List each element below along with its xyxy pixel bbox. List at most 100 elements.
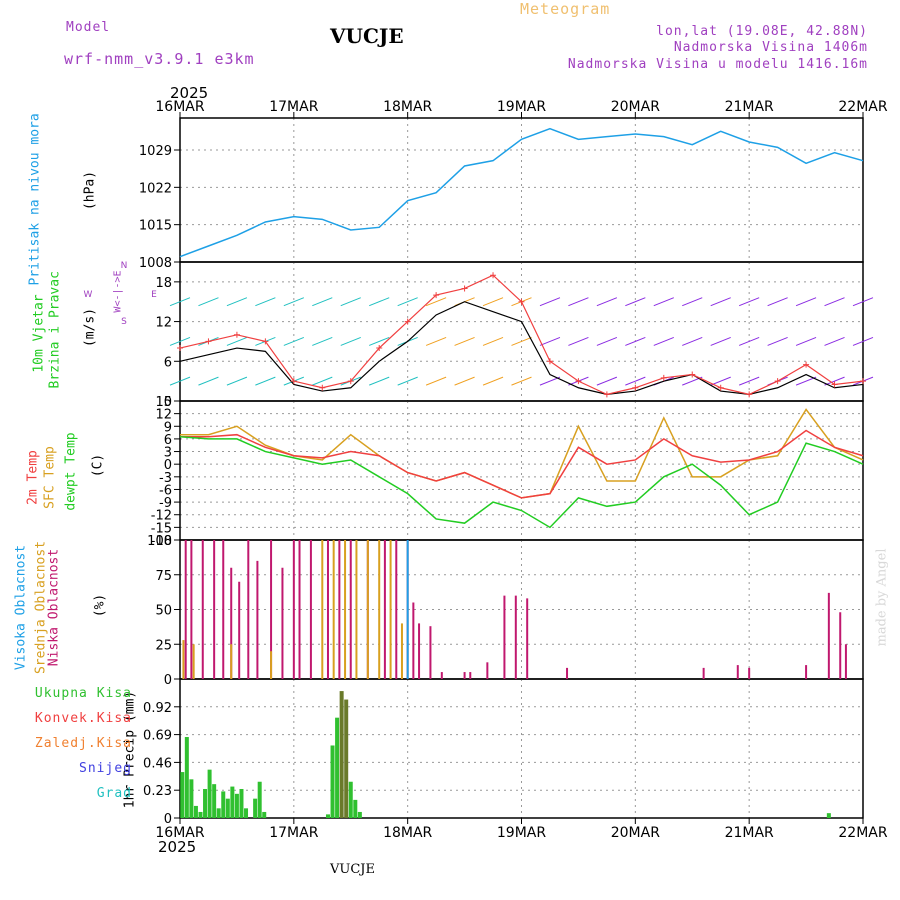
wind-arrow [397, 376, 418, 386]
compass-letter: N [121, 261, 128, 271]
gust-marker [319, 384, 326, 391]
wind-arrow [425, 297, 447, 307]
wind-arrow [283, 297, 305, 307]
y-tick-label: -18 [151, 534, 172, 549]
wind-arrow [425, 376, 447, 386]
precip-bar [216, 808, 221, 818]
x-tick-label-top: 22MAR [838, 99, 887, 115]
gust-marker [546, 358, 553, 365]
precip-bar [212, 784, 217, 818]
y-tick-label: 18 [155, 276, 172, 291]
precip-bar [262, 811, 267, 818]
dewpt-line [179, 436, 864, 529]
y-tick-label: 0 [164, 458, 172, 473]
temp-2m-line [180, 429, 864, 499]
wind-arrow [539, 376, 561, 386]
gust-marker [803, 361, 810, 368]
wind-arrow [738, 376, 760, 386]
gust-marker [233, 331, 240, 338]
wind-arrow [482, 297, 504, 307]
wind-arrow [568, 336, 589, 346]
wind-arrow [653, 297, 674, 307]
wind-arrow [539, 297, 561, 307]
gust-marker [433, 292, 440, 299]
year-bottom: 2025 [158, 838, 197, 856]
wind-arrow [226, 336, 248, 346]
y-tick-label: 15 [155, 395, 172, 410]
year-top: 2025 [170, 84, 209, 102]
wind-arrow [738, 336, 760, 346]
wind-arrow [169, 297, 191, 307]
model-label: Model [66, 20, 111, 35]
gust-marker [689, 371, 696, 378]
wind-arrow [369, 297, 390, 307]
y-tick-label: -9 [159, 496, 172, 511]
compass-letter: W [84, 290, 93, 300]
precip-bar [826, 813, 831, 818]
compass-letter: S [121, 317, 127, 327]
wind-arrow [767, 336, 788, 346]
x-tick-label-bottom: 22MAR [838, 825, 887, 841]
gust-marker [632, 384, 639, 391]
meteogram-title: Meteogram [520, 0, 611, 18]
x-tick-label-bottom: 21MAR [725, 825, 774, 841]
gust-marker [717, 384, 724, 391]
x-tick-label-bottom: 19MAR [497, 825, 546, 841]
station-title: VUCJE [330, 24, 404, 48]
precip-bar [257, 781, 262, 818]
wind-arrow [312, 297, 333, 307]
wind-arrow [710, 336, 731, 346]
y-tick-label: 0.46 [143, 756, 172, 771]
panel-frame [179, 400, 864, 541]
wind-arrow [397, 297, 418, 307]
wind-arrow [625, 297, 646, 307]
altitude-label: Nadmorska Visina 1406m [673, 40, 868, 55]
y-tick-label: -12 [151, 509, 172, 524]
precip-bar [221, 791, 226, 818]
wind-speed-line [179, 301, 864, 395]
precip-bar [357, 811, 362, 818]
x-tick-label-bottom: 20MAR [611, 825, 660, 841]
wind-arrow [568, 297, 589, 307]
gust-marker [290, 378, 297, 385]
wind-arrow [682, 336, 703, 346]
legend-grad: Grad [96, 786, 132, 801]
precip-bar [230, 786, 235, 818]
wind-arrow [824, 297, 845, 307]
y-tick-label: 9 [164, 420, 172, 435]
y-tick-label: 1015 [139, 219, 172, 234]
precip-bar [253, 798, 258, 818]
y-tick-label: 100 [147, 534, 172, 549]
y-tick-label: 1029 [139, 144, 172, 159]
wind-arrow [738, 297, 760, 307]
wind-arrow [255, 297, 276, 307]
wind-arrow [767, 297, 788, 307]
wind-arrow [369, 376, 390, 386]
wind-arrow [340, 336, 361, 346]
gust-marker [205, 338, 212, 345]
wind-arrow [255, 376, 276, 386]
y-tick-label: 0.69 [143, 729, 172, 744]
wind-arrow [710, 297, 731, 307]
y-tick-label: 3 [164, 446, 172, 461]
wind-arrow [482, 376, 504, 386]
wind-arrow [625, 376, 646, 386]
y-tick-label: -6 [159, 483, 172, 498]
x-tick-label-top: 19MAR [497, 99, 546, 115]
y-tick-label: 1008 [139, 256, 172, 271]
x-tick-label-bottom: 16MAR [155, 825, 204, 841]
wind-arrow [283, 336, 305, 346]
y-tick-label: 25 [155, 638, 172, 653]
wind-arrow [226, 376, 248, 386]
precip-bar [330, 745, 335, 818]
gust-marker [177, 345, 183, 352]
precip-bar [244, 808, 249, 818]
wind-arrow [852, 297, 874, 307]
footer-station: VUCJE [330, 862, 375, 877]
y-tick-label: 6 [164, 355, 172, 370]
legend-ice: Zaledj.Kisa [34, 736, 132, 751]
gust-marker [262, 338, 269, 345]
y-tick-label: 0 [164, 395, 172, 410]
